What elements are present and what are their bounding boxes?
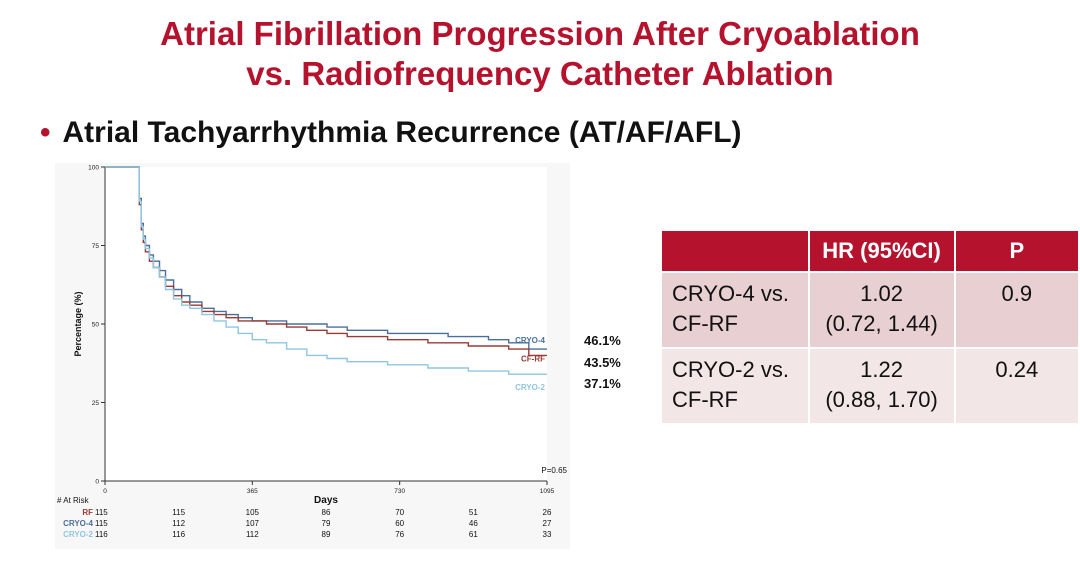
final-pct-cryo4: 46.1% [584,333,621,348]
bullet-dot-icon: • [40,116,51,149]
at-risk-value: 112 [172,519,185,528]
hr-cell: 1.22 (0.88, 1.70) [807,347,956,425]
y-tick-label: 50 [92,322,100,329]
slide-title: Atrial Fibrillation Progression After Cr… [0,14,1080,94]
final-pct-cryo2: 37.1% [584,376,621,391]
at-risk-value: 76 [395,530,404,539]
x-axis-label: Days [314,495,338,506]
comparison-line-1: CRYO-4 vs. [672,281,789,306]
header-p: P [953,229,1080,273]
header-hr: HR (95%CI) [807,229,956,273]
y-tick-label: 0 [95,479,99,486]
km-chart-panel: 0 25 50 75 100 0 365 730 1095 Days Percentage (%) C… [55,163,570,549]
series-line-cf-rf [105,166,547,357]
p-cell: 0.9 [953,271,1080,349]
at-risk-value: 79 [322,519,331,528]
comparison-line-2: CF-RF [672,387,738,412]
table-row: CRYO-4 vs. CF-RF 1.02 (0.72, 1.44) 0.9 [660,271,1080,349]
at-risk-value: 26 [543,508,552,517]
comparison-cell: CRYO-2 vs. CF-RF [660,347,810,425]
at-risk-value: 51 [469,508,478,517]
x-tick-label: 730 [394,488,405,495]
at-risk-value: 116 [172,530,185,539]
hr-ci: (0.88, 1.70) [825,387,938,412]
at-risk-value: 115 [172,508,185,517]
at-risk-value: 116 [95,530,108,539]
at-risk-value: 33 [543,530,552,539]
final-pct-cfrf: 43.5% [584,355,621,370]
series-label-cf-rf: CF-RF [521,354,545,363]
at-risk-name-rf: RF [82,508,93,517]
x-tick-label: 365 [247,488,258,495]
at-risk-name-cryo-4: CRYO-4 [63,519,93,528]
at-risk-value: 61 [469,530,478,539]
y-tick-label: 100 [88,165,99,172]
at-risk-heading: # At Risk [57,496,90,505]
km-chart: 0 25 50 75 100 0 365 730 1095 Days Percentage (%) C… [57,165,568,540]
table-header-row: HR (95%CI) P [660,229,1080,273]
at-risk-value: 89 [322,530,331,539]
at-risk-value: 107 [246,519,260,528]
p-value-label: P=0.65 [541,466,567,475]
series-line-cryo-4 [105,166,547,350]
at-risk-value: 60 [395,519,404,528]
series-line-cryo-2 [105,166,547,375]
series-label-cryo-2: CRYO-2 [515,383,545,392]
header-comparison [660,229,810,273]
at-risk-value: 115 [95,508,108,517]
title-line-1: Atrial Fibrillation Progression After Cr… [160,15,920,52]
p-value: 0.9 [1001,281,1033,306]
y-tick-label: 25 [92,400,100,407]
at-risk-value: 27 [543,519,552,528]
table-row: CRYO-2 vs. CF-RF 1.22 (0.88, 1.70) 0.24 [660,347,1080,425]
at-risk-name-cryo-2: CRYO-2 [63,530,93,539]
x-tick-label: 0 [103,488,107,495]
y-tick-label: 75 [92,243,100,250]
at-risk-value: 105 [246,508,260,517]
at-risk-value: 86 [322,508,331,517]
comparison-line-1: CRYO-2 vs. [672,357,789,382]
comparison-line-2: CF-RF [672,311,738,336]
hazard-ratio-table: HR (95%CI) P CRYO-4 vs. CF-RF 1.02 (0.72… [660,229,1080,425]
y-axis-label: Percentage (%) [73,291,83,356]
at-risk-value: 112 [246,530,259,539]
bullet-heading: • Atrial Tachyarrhythmia Recurrence (AT/A… [40,116,742,150]
series-label-cryo-4: CRYO-4 [515,336,545,345]
p-value: 0.24 [995,357,1039,382]
at-risk-value: 115 [95,519,108,528]
title-line-2: vs. Radiofrequency Catheter Ablation [246,55,834,92]
bullet-text: Atrial Tachyarrhythmia Recurrence (AT/AF… [62,116,742,149]
hr-cell: 1.02 (0.72, 1.44) [807,271,956,349]
hr-value: 1.02 [860,281,903,306]
hr-ci: (0.72, 1.44) [825,311,938,336]
x-tick-label: 1095 [540,488,555,495]
p-cell: 0.24 [953,347,1080,425]
at-risk-value: 46 [469,519,478,528]
hr-value: 1.22 [860,357,903,382]
comparison-cell: CRYO-4 vs. CF-RF [660,271,810,349]
at-risk-value: 70 [395,508,404,517]
